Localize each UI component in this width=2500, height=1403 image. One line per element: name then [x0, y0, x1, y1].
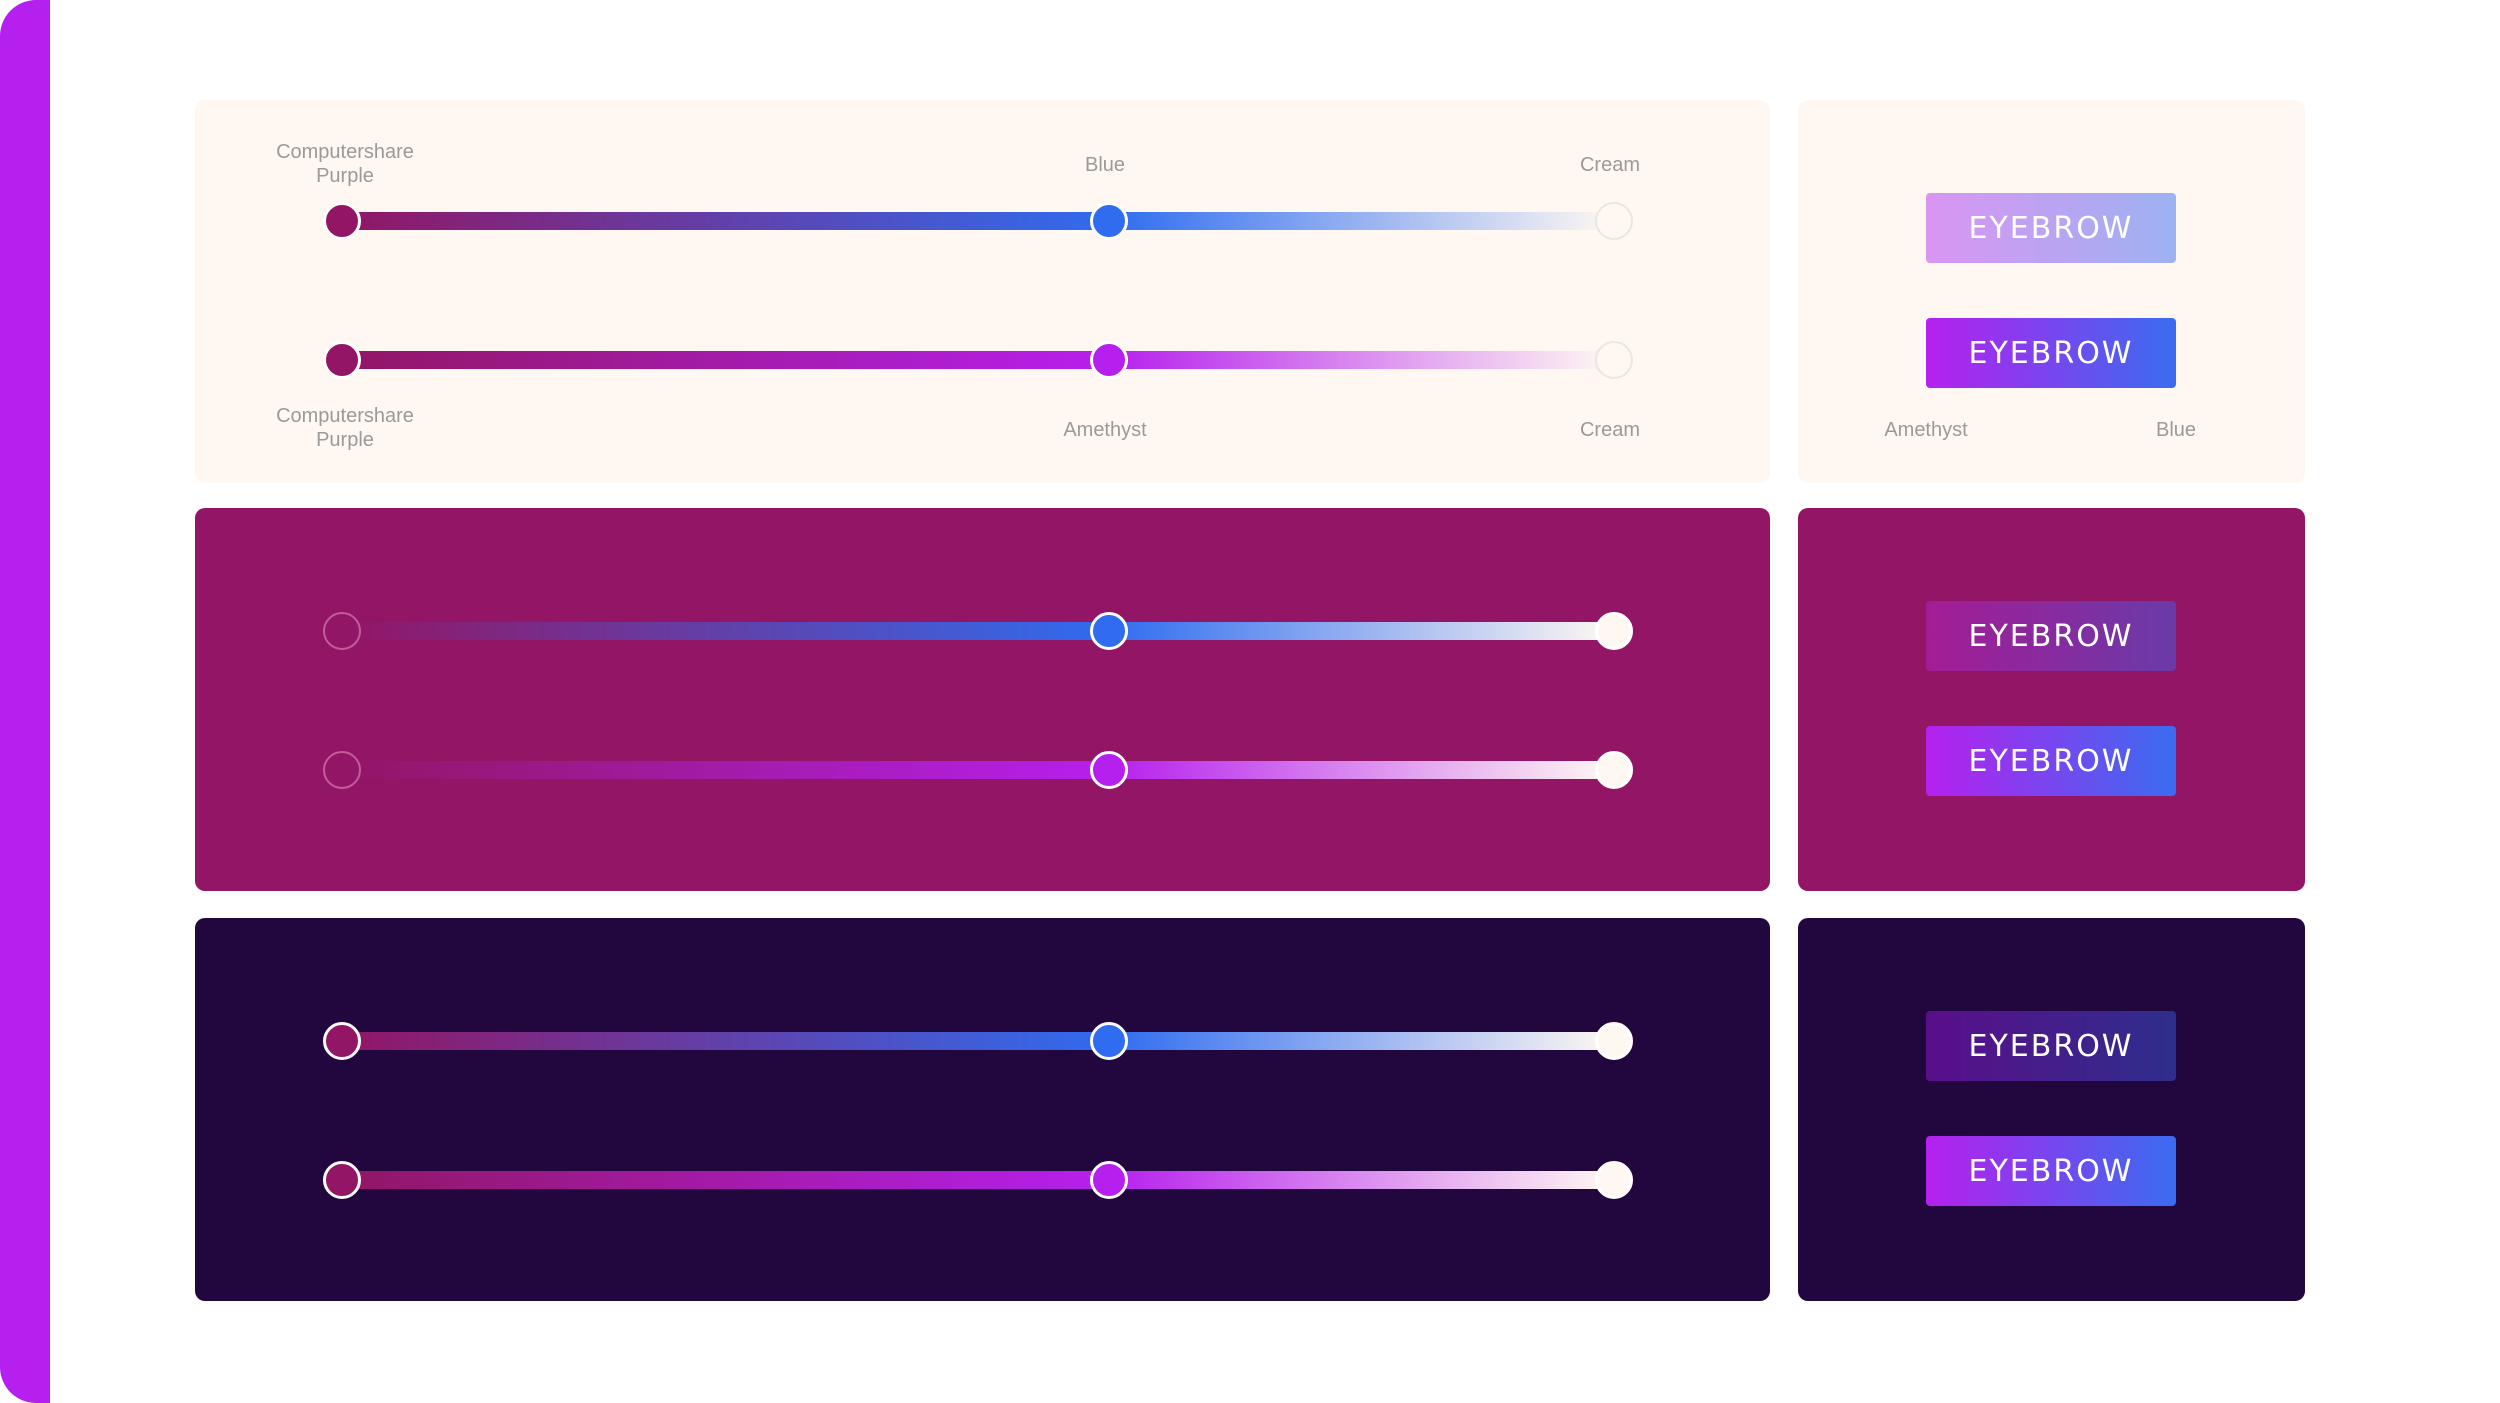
slider-blue-end-handle[interactable] [1595, 202, 1633, 240]
slider-amethyst-track-right-dark[interactable] [1109, 1171, 1614, 1189]
slider-amethyst-start-handle-dark[interactable] [323, 1161, 361, 1199]
eyebrow-button-gradient-purple[interactable]: EYEBROW [1926, 726, 2176, 796]
eyebrow-button-muted-gradient[interactable]: EYEBROW [1926, 601, 2176, 671]
slider-blue-start-handle-dark[interactable] [323, 1022, 361, 1060]
accent-sidebar-bar [0, 0, 50, 1403]
slider-blue-start-label: Computershare Purple [276, 141, 414, 187]
slider-amethyst-start-label: Computershare Purple [276, 405, 414, 451]
eyebrow-button-dark-gradient[interactable]: EYEBROW [1926, 1011, 2176, 1081]
slider-blue-track-right-dark[interactable] [1109, 1032, 1614, 1050]
dark-slider-panel [195, 918, 1770, 1301]
slider-amethyst-track-purple[interactable] [342, 761, 1113, 779]
purple-button-panel: EYEBROW EYEBROW [1798, 508, 2305, 891]
slider-amethyst-end-label: Cream [1579, 419, 1640, 441]
slider-blue-end-handle-purple[interactable] [1595, 612, 1633, 650]
slider-blue-track-right[interactable] [1109, 212, 1614, 230]
slider-blue-mid-label: Blue [1084, 154, 1126, 176]
slider-amethyst-end-handle[interactable] [1595, 341, 1633, 379]
slider-amethyst-end-handle-purple[interactable] [1595, 751, 1633, 789]
slider-blue-mid-handle-dark[interactable] [1090, 1022, 1128, 1060]
cream-slider-panel: Computershare Purple Blue Cream Computer… [195, 100, 1770, 483]
slider-amethyst-track-right[interactable] [1109, 351, 1614, 369]
slider-amethyst-mid-handle-dark[interactable] [1090, 1161, 1128, 1199]
slider-amethyst-mid-label: Amethyst [1063, 419, 1147, 441]
slider-blue-mid-handle[interactable] [1090, 202, 1128, 240]
slider-blue-track-purple[interactable] [342, 622, 1113, 640]
slider-amethyst-track-dark[interactable] [342, 1171, 1113, 1189]
dark-button-panel: EYEBROW EYEBROW [1798, 918, 2305, 1301]
slider-amethyst-end-handle-dark[interactable] [1595, 1161, 1633, 1199]
slider-amethyst-track-right-purple[interactable] [1109, 761, 1614, 779]
button-gradient-start-label: Amethyst [1884, 419, 1968, 441]
slider-amethyst-mid-handle[interactable] [1090, 341, 1128, 379]
slider-amethyst-start-handle-purple[interactable] [323, 751, 361, 789]
slider-amethyst-mid-handle-purple[interactable] [1090, 751, 1128, 789]
slider-blue-track-dark[interactable] [342, 1032, 1113, 1050]
cream-button-panel: EYEBROW EYEBROW Amethyst Blue [1798, 100, 2305, 483]
slider-blue-end-handle-dark[interactable] [1595, 1022, 1633, 1060]
slider-blue-start-handle-purple[interactable] [323, 612, 361, 650]
eyebrow-button-gradient[interactable]: EYEBROW [1926, 318, 2176, 388]
slider-blue-end-label: Cream [1579, 154, 1640, 176]
slider-blue-start-handle[interactable] [323, 202, 361, 240]
eyebrow-button-gradient-dark[interactable]: EYEBROW [1926, 1136, 2176, 1206]
slider-blue-mid-handle-purple[interactable] [1090, 612, 1128, 650]
slider-amethyst-start-handle[interactable] [323, 341, 361, 379]
slider-amethyst-track[interactable] [342, 351, 1113, 369]
eyebrow-button-light-gradient[interactable]: EYEBROW [1926, 193, 2176, 263]
slider-blue-track[interactable] [342, 212, 1113, 230]
button-gradient-end-label: Blue [2155, 419, 2197, 441]
purple-slider-panel [195, 508, 1770, 891]
slider-blue-track-right-purple[interactable] [1109, 622, 1614, 640]
